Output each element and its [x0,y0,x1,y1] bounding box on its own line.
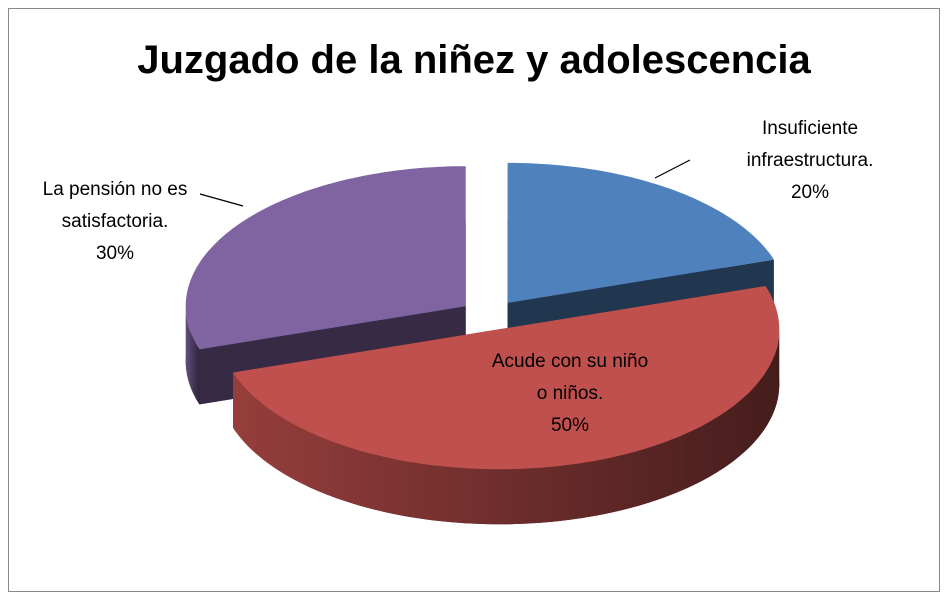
pie-slice [233,286,780,470]
pie-slice [185,166,466,350]
slice-wall [233,329,780,525]
data-label-value: 30% [95,243,135,264]
data-label-category: La pensión no es satisfactoria. [42,179,188,232]
data-label-value: 20% [790,182,830,203]
pie-slice [507,162,774,303]
chart-title: Juzgado de la niñez y adolescencia [137,38,811,82]
leader-line [199,193,244,207]
data-label-category: Insuficiente infraestructura. [746,118,874,171]
slice-wall [185,306,200,405]
data-label-category: Acude con su niño o niños. [491,351,649,404]
data-label-value: 50% [550,415,590,436]
leader-line [654,159,691,179]
pie-slice-group [233,286,780,525]
